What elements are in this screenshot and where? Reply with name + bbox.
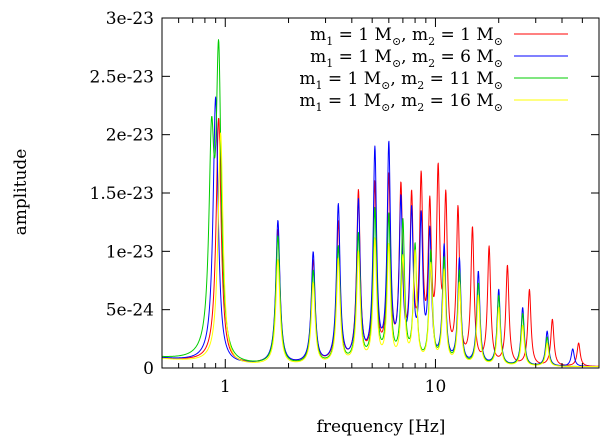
sun-symbol-icon: ⊙ [392,57,401,70]
legend-label-part: = 6 M [435,47,494,67]
legend-label-part: = 1 M [333,25,392,45]
y-tick-label: 2.5e-23 [90,67,154,87]
sun-symbol-icon: ⊙ [494,101,503,114]
x-axis: 1 10 [161,18,600,397]
legend-label-part: = 1 M [322,69,381,89]
y-tick-label: 0 [143,359,154,379]
legend-label-part: , m [390,91,417,111]
legend-label-part: m [310,47,326,67]
series-line [161,132,600,368]
legend-label-part: = 1 M [435,25,494,45]
legend-label-part: = 1 M [333,47,392,67]
legend-label-part: 2 [417,101,424,114]
legend-entry-text: m1 = 1 M⊙, m2 = 1 M⊙ [310,25,503,48]
legend-label-part: = 11 M [424,69,494,89]
x-axis-title: frequency [Hz] [317,417,446,437]
legend-label-part: , m [401,47,428,67]
series-line [161,39,600,368]
sun-symbol-icon: ⊙ [494,35,503,48]
legend-label-part: 2 [428,35,435,48]
y-tick-label: 1e-23 [106,242,154,262]
legend-label-part: m [299,91,315,111]
legend: m1 = 1 M⊙, m2 = 1 M⊙m1 = 1 M⊙, m2 = 6 M⊙… [299,25,568,114]
sun-symbol-icon: ⊙ [392,35,401,48]
legend-label-part: = 1 M [322,91,381,111]
sun-symbol-icon: ⊙ [494,79,503,92]
legend-label-part: 2 [417,79,424,92]
legend-label-part: m [310,25,326,45]
legend-label-part: , m [401,25,428,45]
legend-label-part: 2 [428,57,435,70]
legend-entry-text: m1 = 1 M⊙, m2 = 16 M⊙ [299,91,503,114]
legend-entry-text: m1 = 1 M⊙, m2 = 11 M⊙ [299,69,503,92]
y-axis: 0 5e-24 1e-23 1.5e-23 2e-23 2.5e-23 3e-23 [90,9,599,379]
legend-label-part: 1 [315,101,322,114]
legend-label-part: = 16 M [424,91,494,111]
legend-label-part: 1 [326,35,333,48]
legend-label-part: 1 [315,79,322,92]
legend-label-part: , m [390,69,417,89]
y-tick-label: 5e-24 [106,301,154,321]
y-axis-title: amplitude [11,149,31,236]
sun-symbol-icon: ⊙ [381,101,390,114]
legend-label-part: m [299,69,315,89]
sun-symbol-icon: ⊙ [494,57,503,70]
legend-entry-text: m1 = 1 M⊙, m2 = 6 M⊙ [310,47,503,70]
y-tick-label: 3e-23 [106,9,154,29]
y-tick-label: 1.5e-23 [90,184,154,204]
x-tick-label: 10 [425,377,447,397]
sun-symbol-icon: ⊙ [381,79,390,92]
x-tick-label: 1 [220,377,231,397]
y-tick-label: 2e-23 [106,126,154,146]
plot-lines [161,39,600,368]
legend-label-part: 1 [326,57,333,70]
